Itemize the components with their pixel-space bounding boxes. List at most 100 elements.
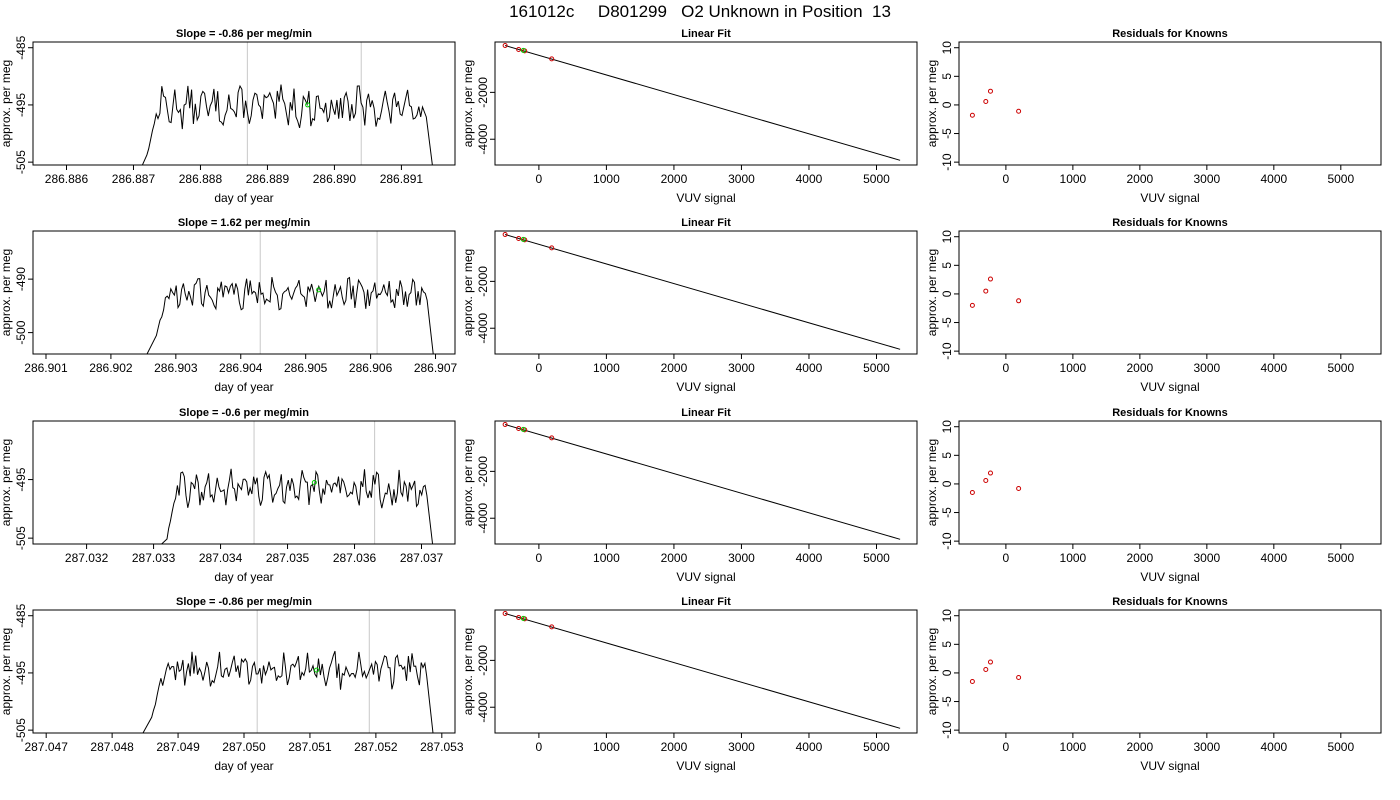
plot-frame xyxy=(958,609,1382,734)
x-tick-label: 287.047 xyxy=(24,740,68,754)
residual-point xyxy=(983,98,989,104)
y-axis-label: approx. per meg xyxy=(925,60,939,147)
residual-point xyxy=(983,288,989,294)
y-tick-label: -2000 xyxy=(476,645,490,676)
panel-title: Residuals for Knowns xyxy=(1112,596,1228,608)
unknown-point xyxy=(311,480,317,485)
x-tick-label: 3000 xyxy=(1193,740,1220,754)
x-tick-label: 5000 xyxy=(863,172,890,186)
y-tick-label: 5 xyxy=(940,262,954,269)
y-tick-label: -500 xyxy=(14,320,28,344)
panel-title: Linear Fit xyxy=(681,217,731,229)
x-tick-label: 4000 xyxy=(1260,551,1287,565)
known-point xyxy=(502,43,508,49)
y-tick-label: 5 xyxy=(940,641,954,648)
unknown-point xyxy=(316,287,322,293)
panel-title: Linear Fit xyxy=(681,407,731,419)
x-tick-label: 287.052 xyxy=(354,740,398,754)
fit-line xyxy=(504,424,901,540)
y-tick-label: -2000 xyxy=(476,266,490,297)
plot-frame xyxy=(32,230,456,355)
known-point xyxy=(516,614,522,620)
panel-4: Slope = 1.62 per meg/min 286.901 286.902 28… xyxy=(0,217,458,394)
plot-area xyxy=(502,232,901,350)
y-tick-label: 5 xyxy=(940,73,954,80)
x-tick-label: 286.888 xyxy=(179,172,223,186)
plot-frame xyxy=(494,609,918,734)
x-tick-label: 3000 xyxy=(728,740,755,754)
plot-frame xyxy=(958,420,1382,545)
x-tick-label: 286.887 xyxy=(112,172,156,186)
x-tick-label: 0 xyxy=(536,551,543,565)
residual-point xyxy=(1016,675,1022,681)
x-tick-label: 1000 xyxy=(1060,551,1087,565)
x-tick-label: 2000 xyxy=(661,551,688,565)
x-tick-label: 287.050 xyxy=(222,740,266,754)
plot-area xyxy=(502,43,901,161)
x-tick-label: 3000 xyxy=(728,172,755,186)
x-tick-label: 287.035 xyxy=(266,551,310,565)
unknown-point xyxy=(520,236,526,242)
panel-10: Slope = -0.86 per meg/min 287.047 287.048 2… xyxy=(0,596,464,773)
fit-line xyxy=(504,613,901,729)
residual-point xyxy=(987,659,993,665)
x-axis-label: VUV signal xyxy=(1140,380,1199,394)
plot-area xyxy=(146,231,434,354)
panel-2: Linear Fit 0 1000 2000 3000 4000 5000 -4000 -200… xyxy=(461,28,918,205)
x-tick-label: 0 xyxy=(536,361,543,375)
x-tick-label: 3000 xyxy=(728,361,755,375)
x-tick-label: 1000 xyxy=(593,361,620,375)
panel-title: Residuals for Knowns xyxy=(1112,28,1228,40)
known-point xyxy=(549,245,555,251)
x-tick-label: 4000 xyxy=(1260,361,1287,375)
x-axis-label: VUV signal xyxy=(676,570,735,584)
y-tick-label: -485 xyxy=(14,35,28,59)
y-tick-label: -5 xyxy=(940,507,954,518)
panel-title: Linear Fit xyxy=(681,596,731,608)
x-tick-label: 287.048 xyxy=(90,740,134,754)
known-point xyxy=(516,46,522,52)
x-tick-label: 286.905 xyxy=(284,361,328,375)
x-tick-label: 5000 xyxy=(1327,172,1354,186)
y-tick-label: 0 xyxy=(940,480,954,487)
x-axis-label: VUV signal xyxy=(1140,759,1199,773)
y-axis-label: approx. per meg xyxy=(0,439,13,526)
panel-title: Residuals for Knowns xyxy=(1112,407,1228,419)
x-tick-label: 4000 xyxy=(796,551,823,565)
x-tick-label: 1000 xyxy=(593,551,620,565)
fit-line xyxy=(504,45,901,161)
known-point xyxy=(549,624,555,630)
x-axis-label: VUV signal xyxy=(676,191,735,205)
y-tick-label: -505 xyxy=(14,718,28,742)
residual-point xyxy=(987,88,993,94)
x-tick-label: 3000 xyxy=(728,551,755,565)
x-tick-label: 0 xyxy=(1003,361,1010,375)
y-tick-label: -5 xyxy=(940,317,954,328)
x-tick-label: 1000 xyxy=(593,172,620,186)
x-tick-label: 286.906 xyxy=(349,361,393,375)
y-tick-label: -4000 xyxy=(476,692,490,723)
y-tick-label: -5 xyxy=(940,128,954,139)
y-tick-label: -2000 xyxy=(476,77,490,108)
panel-9: Residuals for Knowns 0 1000 2000 3000 4000 500… xyxy=(925,407,1382,584)
x-tick-label: 1000 xyxy=(593,740,620,754)
signal-trace xyxy=(142,650,434,733)
x-tick-label: 4000 xyxy=(1260,740,1287,754)
y-axis-label: approx. per meg xyxy=(461,439,475,526)
x-tick-label: 1000 xyxy=(1060,172,1087,186)
plot-frame xyxy=(958,41,1382,166)
x-tick-label: 287.033 xyxy=(132,551,176,565)
panel-title: Linear Fit xyxy=(681,28,731,40)
x-tick-label: 4000 xyxy=(796,740,823,754)
y-tick-label: -495 xyxy=(14,661,28,685)
known-point xyxy=(549,56,555,62)
x-tick-label: 286.891 xyxy=(380,172,424,186)
x-tick-label: 0 xyxy=(536,740,543,754)
y-tick-label: 10 xyxy=(940,41,954,55)
x-axis-label: VUV signal xyxy=(1140,570,1199,584)
x-tick-label: 286.904 xyxy=(219,361,263,375)
x-tick-label: 287.034 xyxy=(199,551,243,565)
plot-area xyxy=(969,276,1022,308)
panel-8: Linear Fit 0 1000 2000 3000 4000 5000 -4000 -200… xyxy=(461,407,918,584)
y-axis-label: approx. per meg xyxy=(925,439,939,526)
